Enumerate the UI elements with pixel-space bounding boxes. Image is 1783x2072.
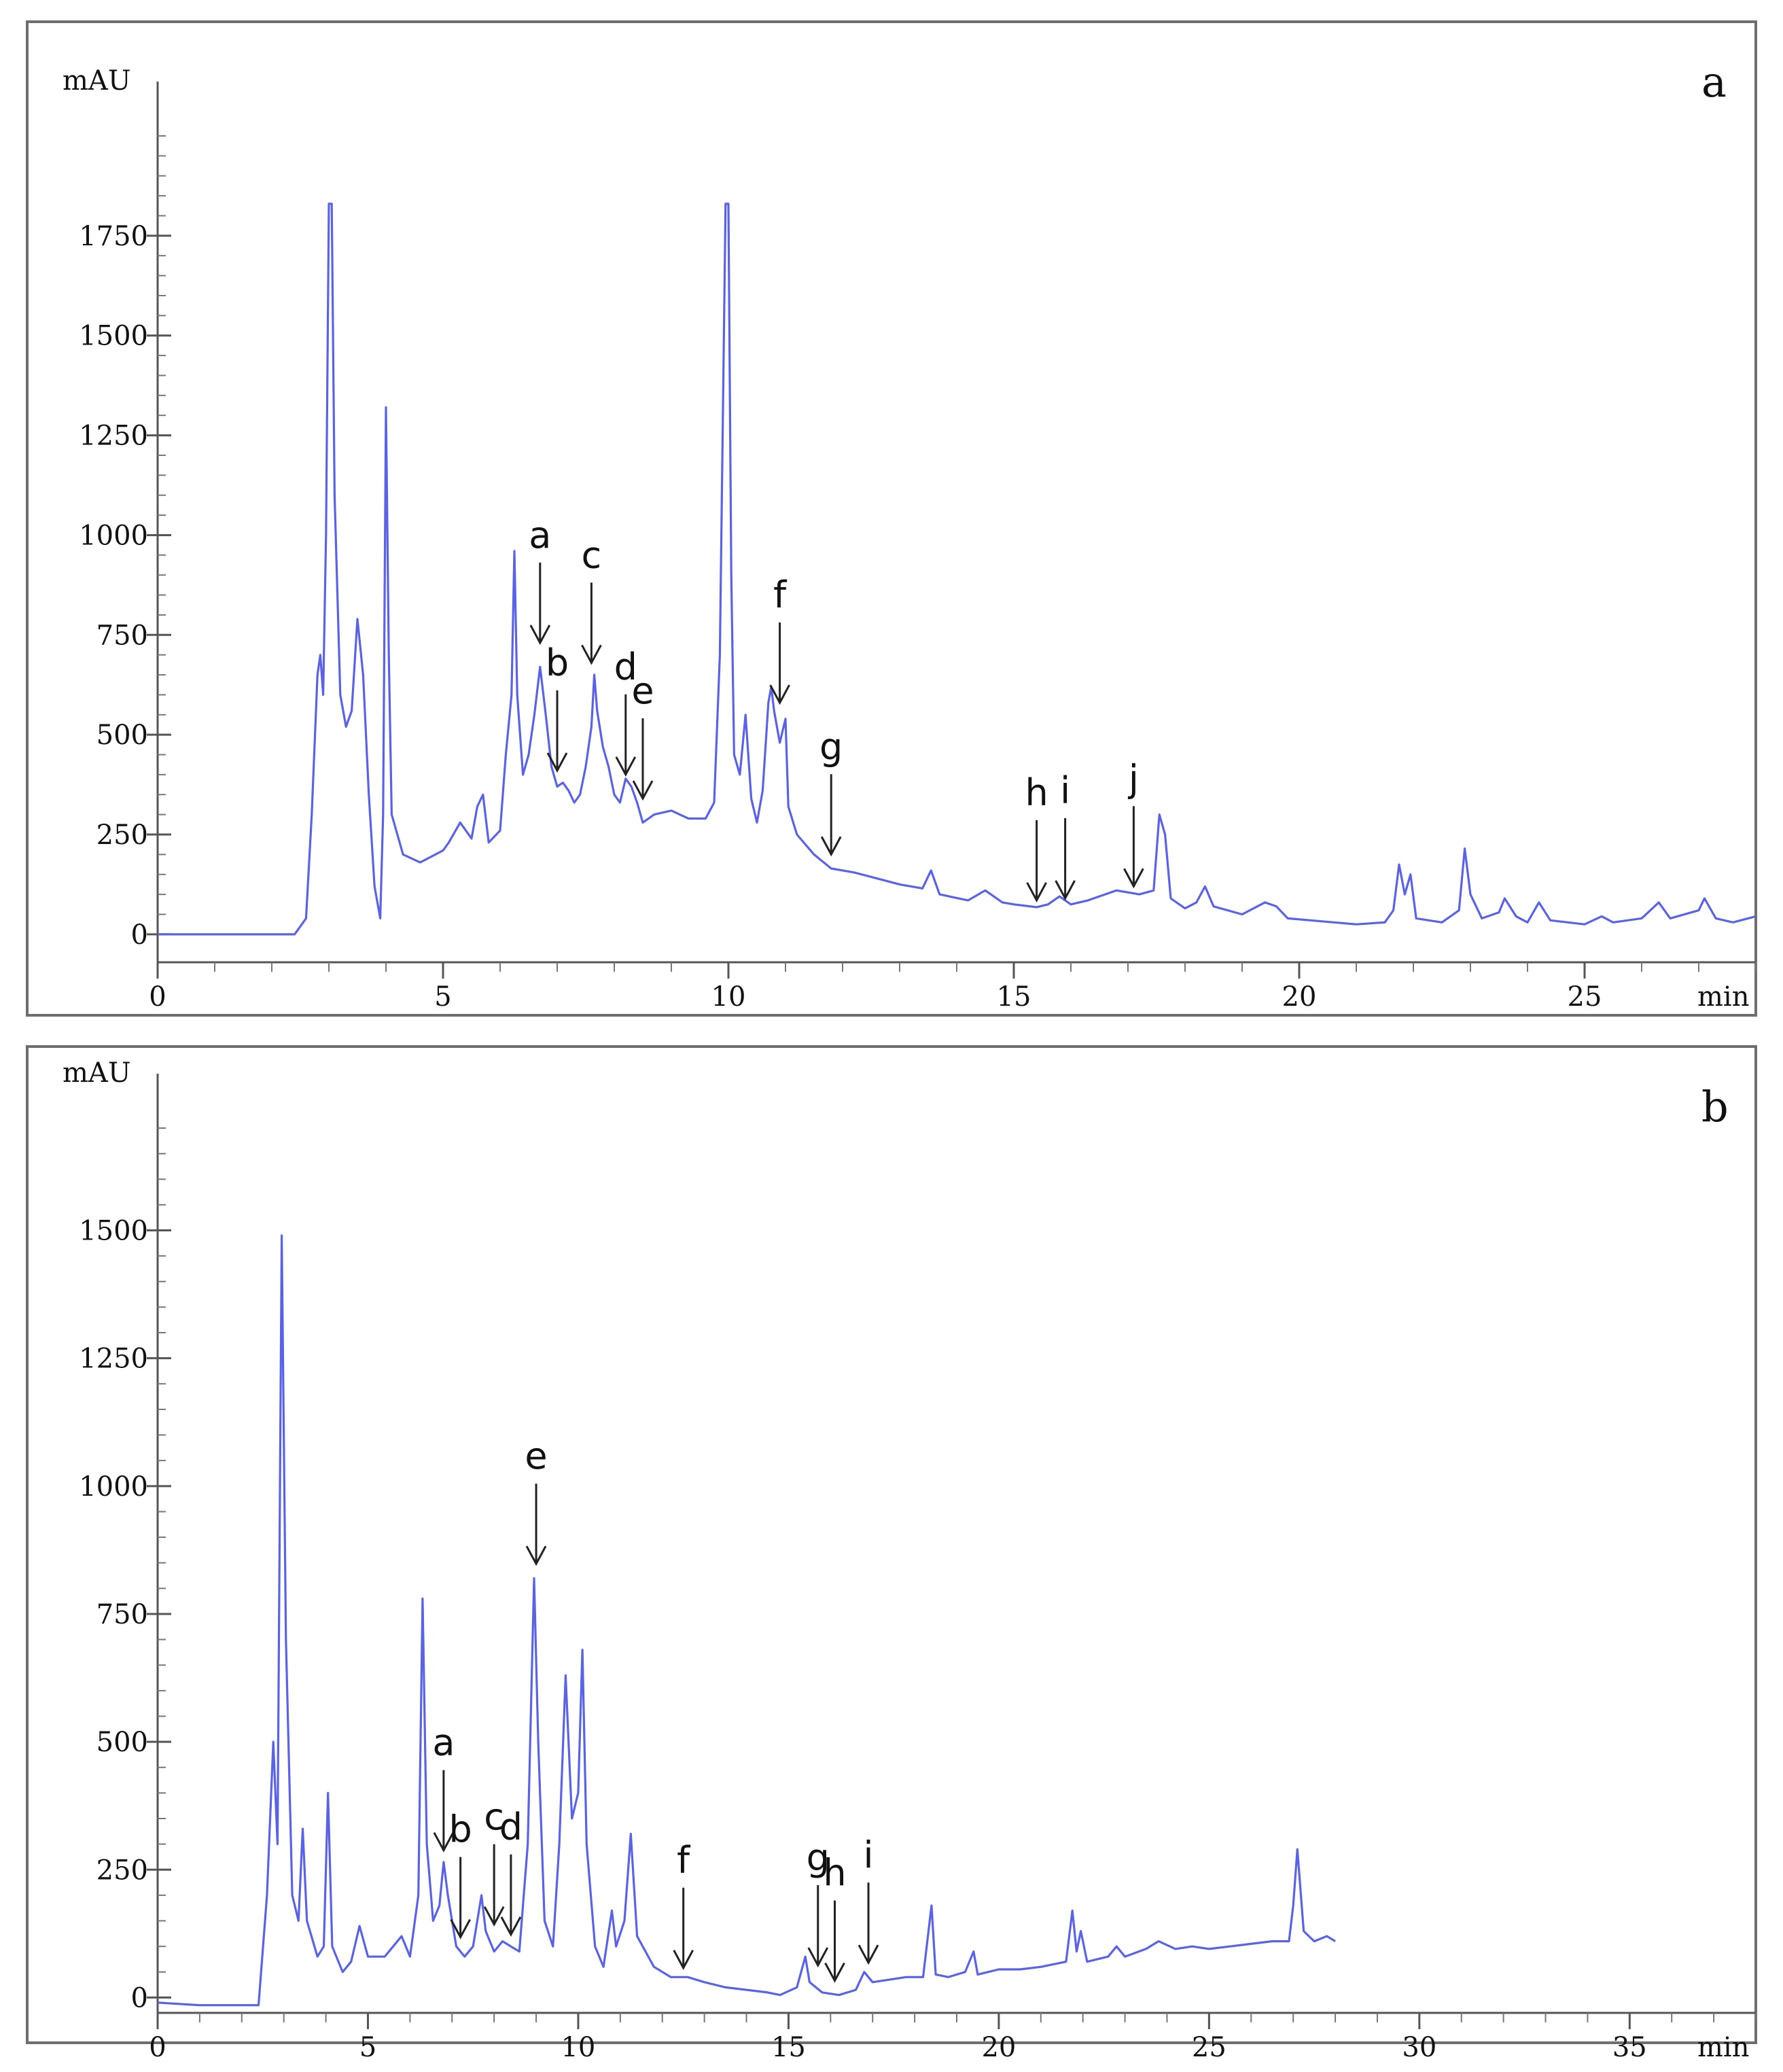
x-tick-label: 10: [711, 981, 746, 1013]
annotation-arrow-head: [615, 756, 637, 777]
x-axis-unit-label: min: [1697, 2032, 1749, 2063]
annotation-arrow-head: [858, 1944, 879, 1965]
y-tick-label: 1000: [79, 520, 148, 551]
peak-annotation-f: f: [769, 574, 790, 705]
x-tick-label: 20: [1282, 981, 1317, 1013]
peak-label: d: [499, 1806, 523, 1848]
peak-annotation-g: g: [807, 1836, 830, 1968]
peak-label: e: [525, 1435, 547, 1477]
peak-label: i: [864, 1833, 874, 1876]
annotation-arrow-head: [820, 836, 842, 857]
peak-annotation-j: j: [1123, 757, 1144, 889]
peak-label: h: [823, 1852, 846, 1895]
peak-label: f: [773, 574, 788, 616]
x-tick-label: 15: [771, 2032, 806, 2063]
x-tick-label: 0: [149, 981, 166, 1013]
y-tick-label: 0: [131, 919, 148, 951]
peak-annotation-i: i: [1055, 769, 1076, 901]
annotation-arrow-head: [500, 1916, 522, 1937]
peak-annotation-f: f: [673, 1839, 694, 1970]
y-axis-unit-label: mAU: [63, 65, 131, 96]
annotation-arrow-head: [529, 625, 551, 646]
x-axis-unit-label: min: [1697, 981, 1749, 1013]
y-tick-label: 500: [96, 1727, 148, 1758]
peak-label: i: [1060, 769, 1070, 812]
peak-label: b: [546, 642, 569, 684]
chromatogram-panel-a: 0 250 500 750 1000 1250 1500 1750 0 5 10 15 20 25 mAU m…: [26, 20, 1757, 1017]
peak-label: d: [614, 646, 637, 688]
peak-annotation-b: b: [449, 1808, 472, 1939]
peak-annotation-e: e: [525, 1435, 548, 1566]
peak-annotation-c: c: [581, 533, 602, 665]
peak-annotation-g: g: [819, 725, 843, 857]
annotation-arrow-head: [1055, 880, 1076, 901]
peak-annotation-e: e: [631, 669, 654, 801]
peak-annotation-a: a: [432, 1721, 455, 1852]
peak-label: b: [449, 1808, 472, 1851]
annotation-arrow-head: [525, 1545, 547, 1566]
annotation-arrow-head: [824, 1962, 845, 1983]
peak-label: a: [432, 1721, 455, 1764]
annotation-arrow-head: [450, 1918, 471, 1939]
peak-annotation-c: c: [483, 1795, 505, 1927]
annotation-arrow-head: [1026, 882, 1047, 902]
x-tick-label: 20: [981, 2032, 1016, 2063]
x-tick-label: 30: [1402, 2032, 1436, 2063]
y-tick-label: 1250: [79, 421, 148, 452]
peak-annotation-a: a: [529, 514, 551, 646]
peak-annotation-i: i: [858, 1833, 879, 1965]
x-tick-label: 25: [1568, 981, 1602, 1013]
annotation-arrow-head: [433, 1831, 455, 1852]
x-tick-label: 15: [997, 981, 1031, 1013]
x-tick-label: 5: [434, 981, 451, 1013]
peak-label: g: [819, 725, 843, 768]
y-tick-label: 1750: [79, 221, 148, 252]
panel-frame: [26, 20, 1757, 1017]
y-tick-label: 250: [96, 1855, 148, 1886]
annotation-arrow-head: [546, 752, 568, 773]
y-tick-label: 1250: [79, 1344, 148, 1375]
x-tick-label: 0: [149, 2032, 166, 2063]
y-tick-label: 1000: [79, 1471, 148, 1503]
y-tick-label: 1500: [79, 321, 148, 352]
peak-annotation-b: b: [546, 642, 569, 773]
annotation-arrow-head: [673, 1950, 694, 1970]
panel-letter: b: [1701, 1082, 1729, 1131]
chromatogram-trace: [157, 1234, 1336, 2007]
peak-label: c: [582, 533, 602, 576]
peak-label: f: [677, 1839, 691, 1882]
y-tick-label: 1500: [79, 1216, 148, 1247]
x-tick-label: 35: [1612, 2032, 1647, 2063]
peak-label: c: [484, 1795, 504, 1838]
x-tick-label: 5: [359, 2032, 376, 2063]
peak-label: h: [1025, 771, 1048, 814]
annotation-arrow-head: [581, 644, 602, 665]
panel-letter: a: [1701, 57, 1727, 107]
peak-annotation-d: d: [499, 1806, 523, 1937]
annotation-arrow-head: [1123, 868, 1144, 889]
chromatogram-panel-b: 0 250 500 750 1000 1250 1500 0 5 10 15 20 25 30 35 mAU m…: [26, 1045, 1757, 2063]
annotation-arrow-head: [483, 1906, 505, 1927]
annotation-arrow-head: [807, 1947, 829, 1968]
y-tick-label: 750: [96, 1599, 148, 1630]
peak-annotation-d: d: [614, 646, 637, 777]
peak-label: e: [631, 669, 654, 712]
chromatogram-trace: [158, 203, 1756, 936]
peak-annotation-h: h: [1025, 771, 1048, 902]
peak-label: a: [529, 514, 551, 557]
y-tick-label: 250: [96, 820, 148, 851]
y-tick-label: 750: [96, 620, 148, 651]
x-tick-label: 10: [561, 2032, 595, 2063]
panel-frame: [26, 1045, 1757, 2044]
y-axis-unit-label: mAU: [63, 1057, 131, 1089]
annotation-arrow-head: [632, 780, 654, 801]
peak-annotation-h: h: [823, 1852, 847, 1983]
y-tick-label: 0: [131, 1982, 148, 2014]
y-tick-label: 500: [96, 720, 148, 751]
peak-label: j: [1128, 757, 1139, 800]
peak-label: g: [807, 1836, 830, 1879]
annotation-arrow-head: [769, 684, 790, 705]
x-tick-label: 25: [1192, 2032, 1226, 2063]
